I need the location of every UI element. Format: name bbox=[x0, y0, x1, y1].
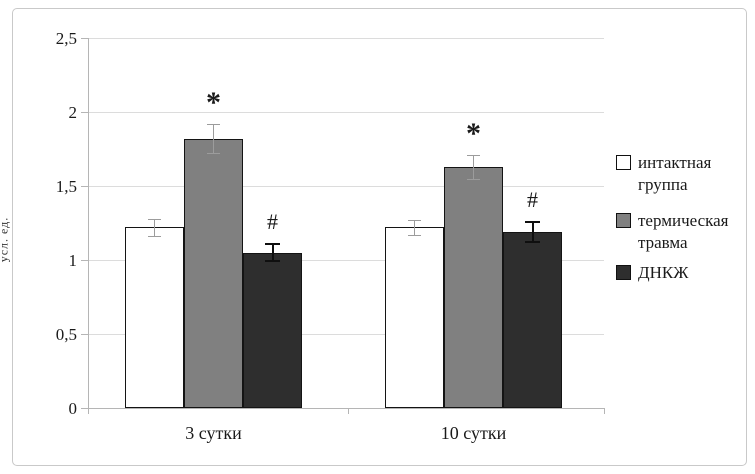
x-axis-tick bbox=[348, 408, 349, 414]
legend-item-trauma: термическая травма bbox=[616, 210, 744, 255]
error-bar bbox=[531, 221, 534, 243]
error-bar-cap bbox=[207, 123, 220, 125]
y-axis-tick bbox=[81, 260, 88, 261]
legend-label: ДНКЖ bbox=[638, 263, 689, 282]
legend-swatch bbox=[616, 265, 631, 280]
y-axis-tick bbox=[81, 112, 88, 113]
legend-item-dnkzh: ДНКЖ bbox=[616, 262, 744, 284]
significance-star: * bbox=[206, 85, 221, 119]
bar-intact-2 bbox=[385, 227, 444, 408]
bar-trauma-2 bbox=[444, 166, 503, 408]
y-tick-label: 2 bbox=[68, 103, 78, 122]
error-bar-cap bbox=[408, 234, 421, 236]
gridline bbox=[88, 112, 604, 113]
error-bar-cap bbox=[467, 154, 480, 156]
y-tick-label: 1 bbox=[68, 251, 78, 270]
error-bar bbox=[414, 220, 415, 235]
bar-intact-1 bbox=[125, 227, 184, 408]
gridline bbox=[88, 38, 604, 39]
y-tick-label: 1,5 bbox=[55, 177, 77, 196]
significance-star: * bbox=[466, 116, 481, 150]
legend-item-intact: интактная группа bbox=[616, 152, 744, 197]
significance-hash: # bbox=[527, 186, 538, 212]
error-bar-cap bbox=[525, 241, 540, 244]
y-axis-tick bbox=[81, 186, 88, 187]
error-bar-cap bbox=[265, 260, 280, 263]
y-tick-label: 2,5 bbox=[55, 29, 77, 48]
y-tick-label: 0 bbox=[68, 399, 78, 418]
legend-label: интактная группа bbox=[638, 153, 712, 195]
error-bar-cap bbox=[408, 220, 421, 222]
figure-border bbox=[12, 8, 747, 466]
legend-swatch bbox=[616, 155, 631, 170]
bar-dnkzh-1 bbox=[243, 252, 302, 408]
bar-dnkzh-2 bbox=[503, 231, 562, 408]
y-axis-title: усл. ед. bbox=[0, 216, 11, 263]
y-tick-label: 0,5 bbox=[55, 325, 77, 344]
x-category-label: 3 сутки bbox=[185, 423, 242, 443]
legend-swatch bbox=[616, 213, 631, 228]
error-bar-cap bbox=[467, 178, 480, 180]
y-axis-tick bbox=[81, 334, 88, 335]
y-axis-tick bbox=[81, 38, 88, 39]
y-axis-line bbox=[88, 38, 89, 408]
error-bar bbox=[154, 218, 155, 237]
error-bar bbox=[213, 123, 214, 154]
error-bar-cap bbox=[148, 218, 161, 220]
error-bar bbox=[271, 243, 274, 262]
x-axis-line bbox=[88, 408, 604, 409]
gridline bbox=[88, 334, 604, 335]
error-bar bbox=[473, 154, 474, 179]
error-bar-cap bbox=[265, 242, 280, 245]
legend-label: термическая травма bbox=[638, 211, 729, 253]
x-axis-tick bbox=[88, 408, 89, 414]
x-axis-tick bbox=[604, 408, 605, 414]
x-category-label: 10 сутки bbox=[440, 423, 507, 443]
gridline bbox=[88, 186, 604, 187]
y-axis-tick bbox=[81, 408, 88, 409]
bar-trauma-1 bbox=[184, 138, 243, 408]
error-bar-cap bbox=[207, 153, 220, 155]
error-bar-cap bbox=[148, 236, 161, 238]
error-bar-cap bbox=[525, 220, 540, 223]
significance-hash: # bbox=[267, 208, 278, 234]
gridline bbox=[88, 260, 604, 261]
